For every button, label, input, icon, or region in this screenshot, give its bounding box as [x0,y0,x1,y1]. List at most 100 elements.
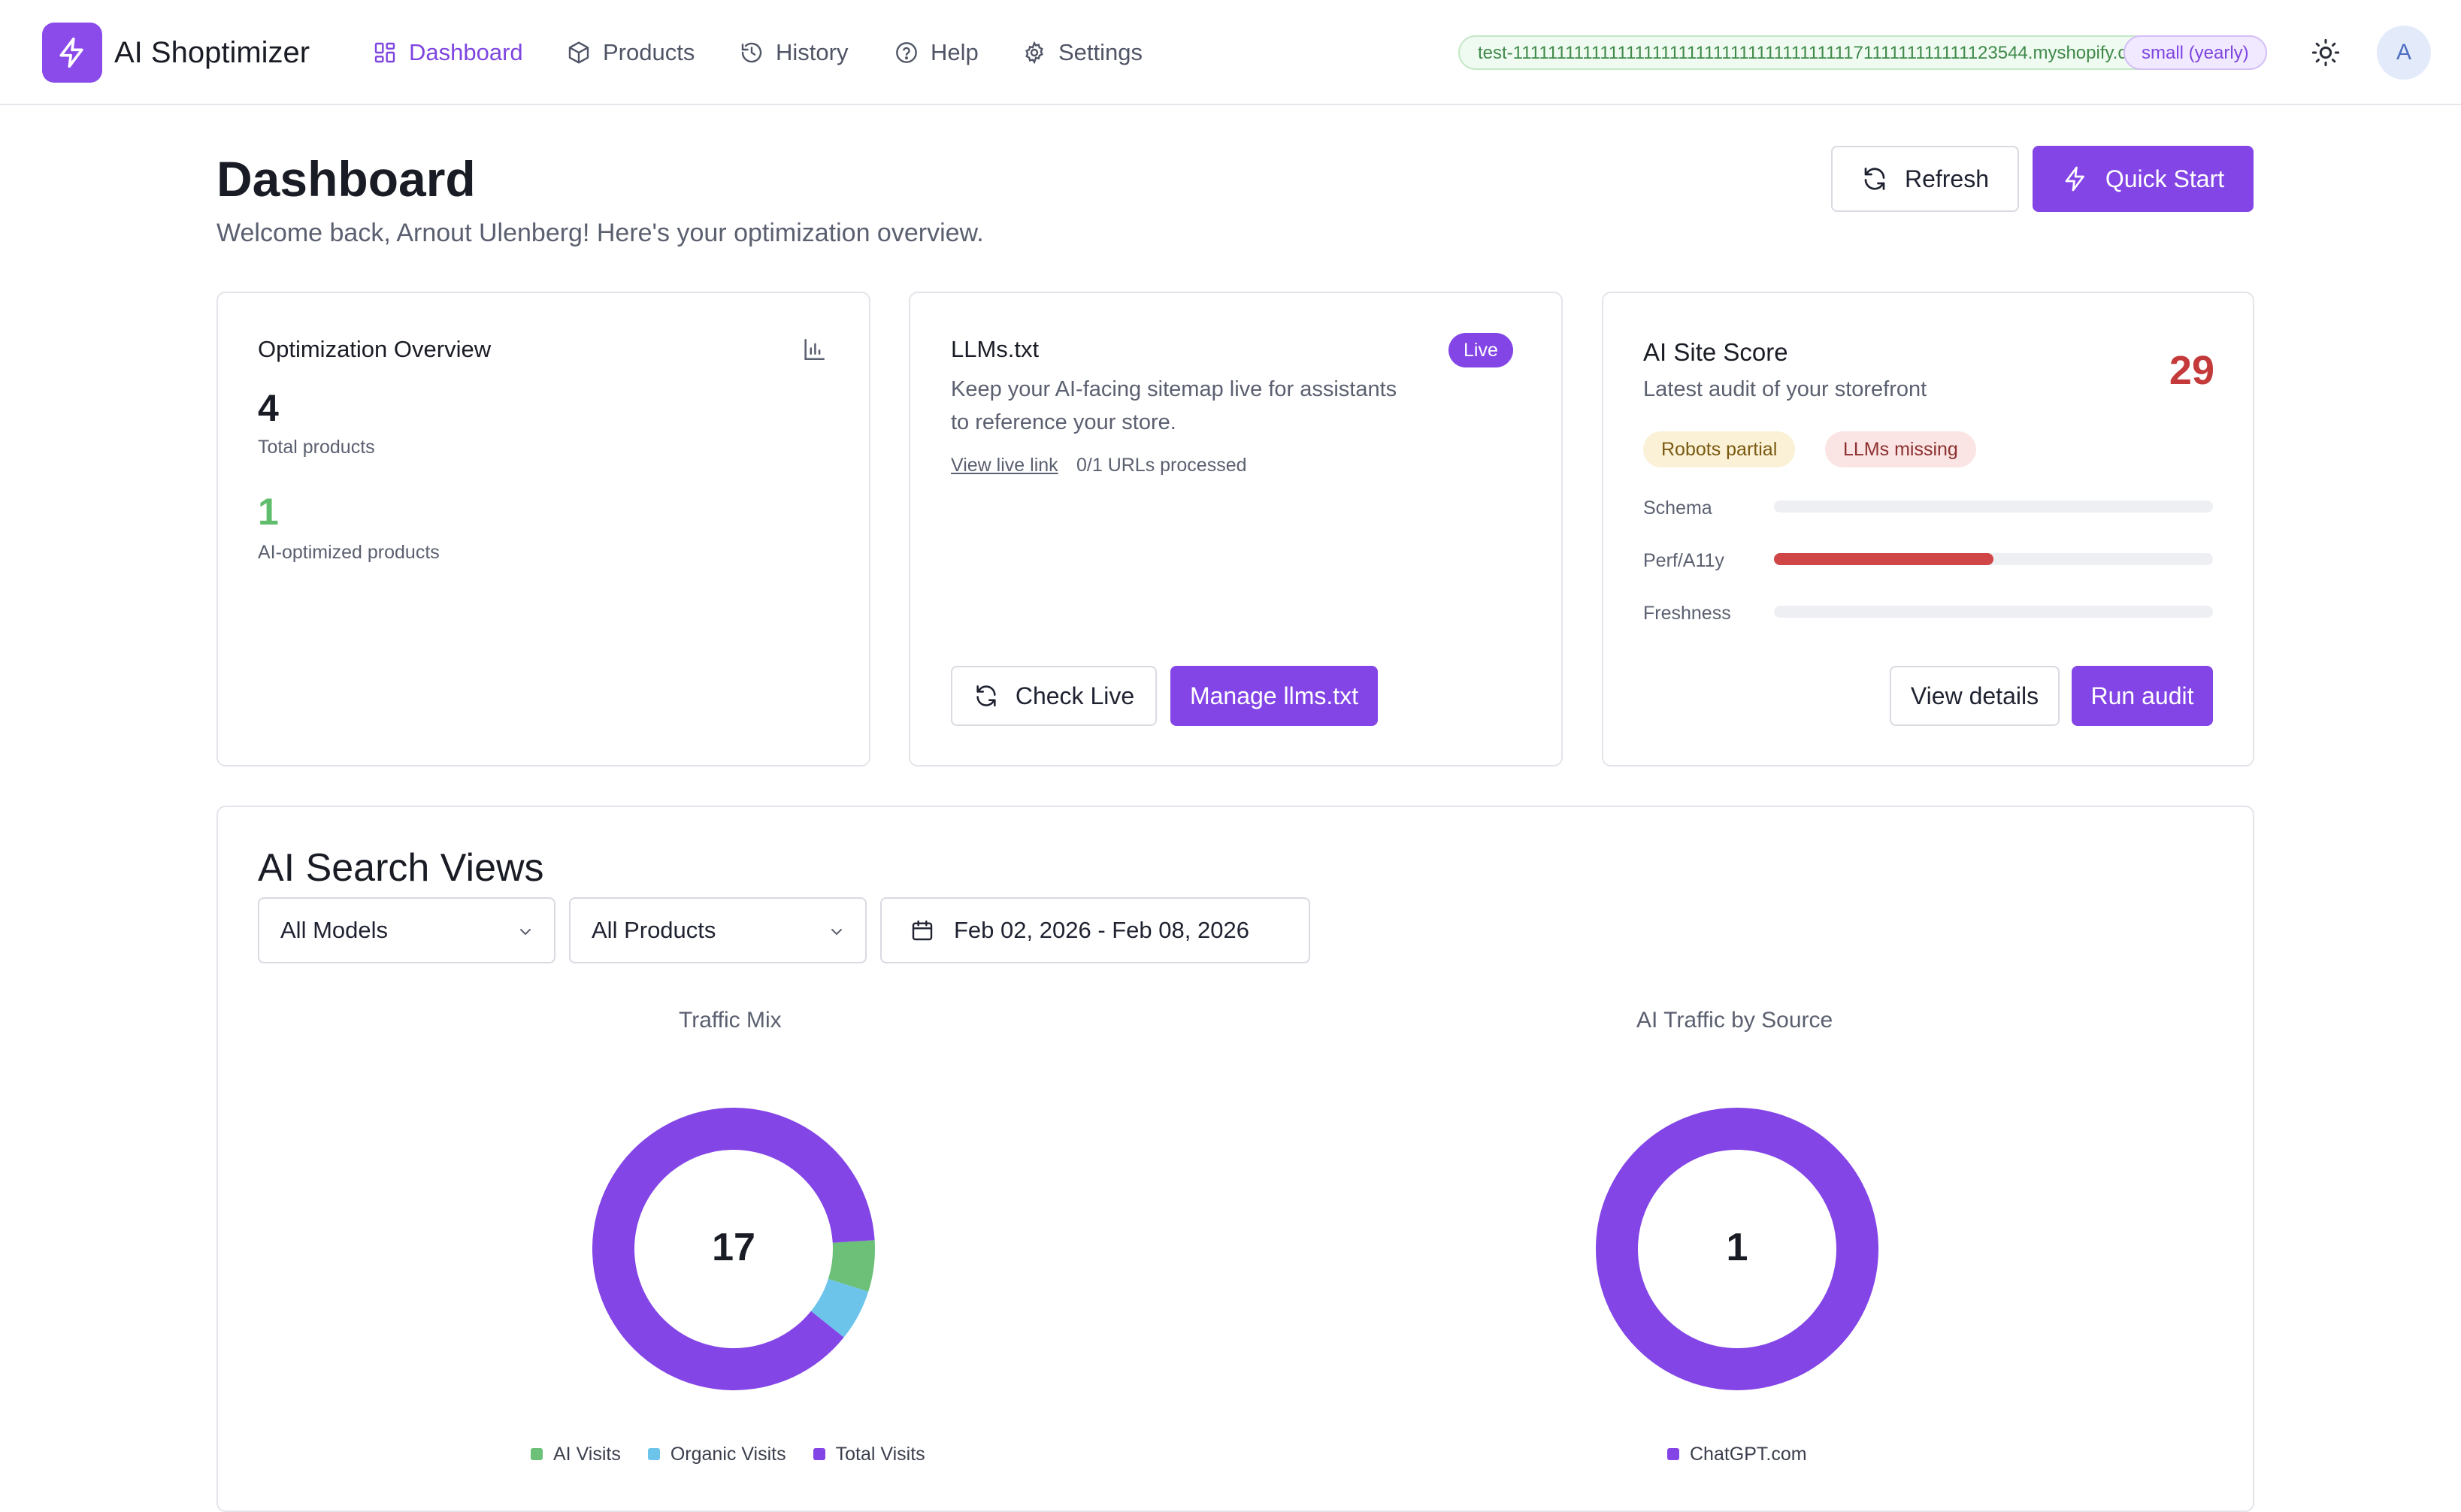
chevron-down-icon [831,929,842,936]
robots-status-tag: Robots partial [1643,431,1796,467]
site-score-value: 29 [2169,348,2214,393]
total-products-count: 4 [258,387,279,429]
page-subtitle: Welcome back, Arnout Ulenberg! Here's yo… [216,219,984,247]
donut-slice-chatgpt-com[interactable] [1596,1108,1878,1390]
refresh-button-label: Refresh [1904,165,1990,192]
manage-llms-button[interactable]: Manage llms.txt [1170,666,1378,726]
help-circle-icon [896,42,917,63]
llms-status-tag: LLMs missing [1825,431,1976,467]
perf-a11y-bar-fill [1774,553,1993,565]
traffic-mix-legend: AI Visits Organic Visits Total Visits [531,1443,952,1465]
plan-badge[interactable]: small (yearly) [2123,35,2267,70]
ai-traffic-by-source-legend: ChatGPT.com [1667,1443,1834,1465]
legend-swatch [531,1448,543,1460]
total-products-label: Total products [258,437,375,458]
freshness-label: Freshness [1643,603,1731,624]
llms-description-line1: Keep your AI-facing sitemap live for ass… [951,377,1397,401]
ai-traffic-by-source-title: AI Traffic by Source [1636,1008,1833,1033]
ai-site-score-subtitle: Latest audit of your storefront [1643,377,1927,401]
legend-label: AI Visits [553,1444,621,1465]
donut-slice-ai-visits[interactable] [828,1240,875,1292]
grid-icon [374,42,395,63]
product-filter-select[interactable]: All Products [569,897,867,963]
legend-swatch [647,1448,660,1460]
check-live-button-label: Check Live [1015,682,1135,709]
lightning-icon [2065,166,2084,192]
run-audit-button[interactable]: Run audit [2072,666,2213,726]
sun-icon [2311,38,2340,67]
view-live-link[interactable]: View live link [951,455,1058,476]
nav-products-label: Products [603,39,695,65]
quick-start-button[interactable]: Quick Start [2033,146,2254,212]
date-range-picker[interactable]: Feb 02, 2026 - Feb 08, 2026 [880,897,1310,963]
app-logo[interactable] [42,23,102,83]
user-avatar[interactable]: A [2377,26,2431,80]
calendar-icon [912,920,933,941]
view-details-button-label: View details [1910,682,2039,709]
llms-description-line2: to reference your store. [951,410,1176,434]
perf-a11y-label: Perf/A11y [1643,550,1724,571]
legend-label: Organic Visits [670,1444,786,1465]
nav-settings-label: Settings [1058,39,1143,65]
schema-bar [1774,500,2213,513]
refresh-icon [1864,168,1885,190]
history-icon [741,42,762,63]
store-domain-badge[interactable]: test-11111111111111111111111111111111111… [1458,35,2172,70]
donut-slice-total-visits[interactable] [592,1108,875,1390]
chevron-down-icon [520,929,531,936]
legend-item-total-visits[interactable]: Total Visits [813,1443,925,1465]
optimization-overview-title: Optimization Overview [258,336,492,362]
donut-slice-organic-visits[interactable] [810,1278,869,1338]
lightning-icon [59,37,83,68]
perf-a11y-bar [1774,553,2213,565]
nav-history[interactable]: History [740,35,848,71]
nav-settings[interactable]: Settings [1022,35,1143,71]
legend-swatch [813,1448,825,1460]
traffic-mix-title: Traffic Mix [679,1008,782,1033]
nav-help[interactable]: Help [894,35,979,71]
ai-traffic-total: 1 [1726,1226,1748,1269]
legend-label: ChatGPT.com [1690,1444,1807,1465]
ai-optimized-count: 1 [258,491,279,533]
nav-products[interactable]: Products [567,35,695,71]
nav-dashboard[interactable]: Dashboard [373,35,523,71]
freshness-bar [1774,606,2213,618]
top-navigation-bar: AI Shoptimizer Dashboard Products Histor… [0,0,2461,105]
traffic-mix-total: 17 [712,1226,755,1269]
ai-traffic-by-source-donut-chart [1596,1108,1878,1390]
gear-icon [1025,41,1043,65]
box-icon [568,41,589,64]
page-title: Dashboard [216,151,476,207]
product-filter-value: All Products [592,917,716,943]
legend-label: Total Visits [835,1444,925,1465]
legend-item-chatgpt-com[interactable]: ChatGPT.com [1667,1443,1807,1465]
view-details-button[interactable]: View details [1890,666,2060,726]
date-range-value: Feb 02, 2026 - Feb 08, 2026 [954,917,1249,943]
nav-history-label: History [776,39,849,65]
bar-chart-icon [804,338,825,361]
nav-help-label: Help [931,39,979,65]
traffic-mix-donut-chart [592,1108,875,1390]
refresh-button[interactable]: Refresh [1831,146,2019,212]
model-filter-select[interactable]: All Models [258,897,555,963]
urls-processed-text: 0/1 URLs processed [1076,455,1247,476]
brand-name[interactable]: AI Shoptimizer [114,36,310,69]
manage-llms-button-label: Manage llms.txt [1189,682,1359,709]
legend-item-organic-visits[interactable]: Organic Visits [647,1443,786,1465]
legend-item-ai-visits[interactable]: AI Visits [531,1443,621,1465]
live-status-badge: Live [1448,333,1513,367]
llms-txt-title: LLMs.txt [951,336,1040,362]
ai-search-views-title: AI Search Views [258,846,544,890]
ai-site-score-title: AI Site Score [1643,338,1788,366]
refresh-icon [976,685,996,707]
quick-start-button-label: Quick Start [2105,165,2225,192]
nav-dashboard-label: Dashboard [409,39,523,65]
ai-optimized-label: AI-optimized products [258,542,440,563]
optimization-overview-card [216,292,870,767]
model-filter-value: All Models [280,917,388,943]
theme-toggle-button[interactable] [2311,38,2341,68]
schema-label: Schema [1643,497,1712,519]
run-audit-button-label: Run audit [2090,682,2194,709]
check-live-button[interactable]: Check Live [951,666,1157,726]
legend-swatch [1667,1448,1679,1460]
